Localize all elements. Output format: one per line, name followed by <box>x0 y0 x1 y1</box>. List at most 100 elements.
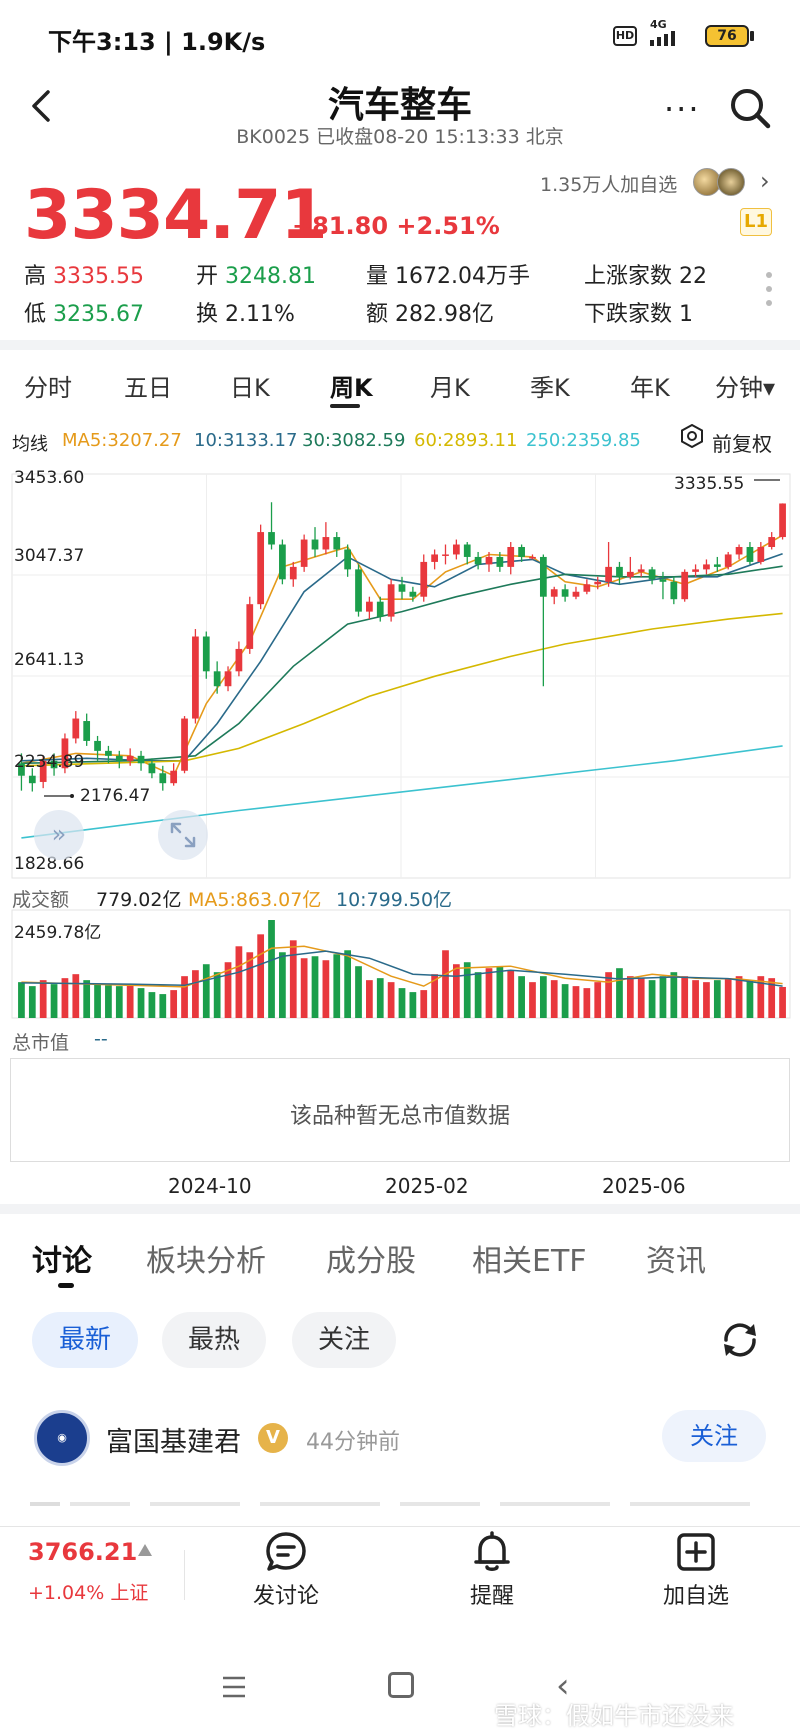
candle-body <box>311 539 319 550</box>
price-change: +81.80 +2.51% <box>292 212 500 240</box>
candle-body <box>148 763 156 774</box>
expand-left-icon[interactable]: » <box>34 810 84 860</box>
candle-body <box>170 770 178 784</box>
candle-body <box>648 569 656 580</box>
volume-bar <box>235 946 243 1018</box>
volume-bar <box>409 992 417 1018</box>
bottom-bar-border <box>0 1526 800 1527</box>
stat-volume: 量 1672.04万手 <box>366 264 530 289</box>
volume-value: 779.02亿 <box>96 889 182 911</box>
stat-amount: 额 282.98亿 <box>366 302 494 327</box>
volume-bar <box>50 984 58 1018</box>
add-watchlist-label: 加自选 <box>662 1584 729 1609</box>
index-change[interactable]: +1.04% 上证 <box>28 1582 149 1604</box>
nav-back-icon[interactable]: ‹ <box>556 1666 570 1706</box>
volume-bar <box>126 985 134 1018</box>
candle-body <box>442 554 449 556</box>
volume-bar <box>539 976 547 1018</box>
tab-discussion[interactable]: 讨论 <box>32 1244 92 1279</box>
chevron-right-icon[interactable]: › <box>760 167 770 195</box>
volume-bar <box>452 964 460 1018</box>
candle-body <box>333 537 341 550</box>
restore-adjust-button[interactable]: 前复权 <box>712 432 772 456</box>
back-arrow-icon[interactable] <box>22 86 62 126</box>
market-cap-panel <box>10 1058 790 1162</box>
candle-body <box>28 775 36 784</box>
status-time: 下午3:13 | 1.9K/s <box>48 28 266 56</box>
network-type: 4G <box>650 18 667 31</box>
home-square-icon[interactable] <box>388 1672 414 1698</box>
author-avatar[interactable]: ◉ <box>34 1410 90 1466</box>
alert-button[interactable]: 提醒 <box>422 1530 562 1610</box>
add-watchlist-button[interactable]: 加自选 <box>626 1530 766 1610</box>
fullscreen-icon[interactable] <box>158 810 208 860</box>
search-icon[interactable] <box>728 86 772 130</box>
triangle-up-icon[interactable] <box>138 1544 152 1556</box>
volume-bar <box>550 980 558 1018</box>
candle-body <box>420 561 428 597</box>
post-time: 44分钟前 <box>306 1430 400 1455</box>
period-tab[interactable]: 季K <box>530 374 570 402</box>
candle-body <box>72 718 80 739</box>
volume-bar <box>213 972 221 1018</box>
volume-bar <box>333 954 341 1018</box>
volume-bar <box>105 985 112 1018</box>
candle-body <box>746 546 754 562</box>
followers-count[interactable]: 1.35万人加自选 <box>540 174 678 196</box>
volume-bar <box>713 980 721 1018</box>
menu-icon[interactable] <box>222 1676 246 1698</box>
y-tick-label: 3047.37 <box>14 546 85 566</box>
volume-bar <box>518 976 525 1018</box>
tab-news[interactable]: 资讯 <box>646 1244 706 1279</box>
candle-body <box>681 571 689 600</box>
page-subtitle: BK0025 已收盘08-20 15:13:33 北京 <box>236 126 564 148</box>
chip-hottest[interactable]: 最热 <box>162 1312 266 1368</box>
author-name[interactable]: 富国基建君 <box>106 1427 241 1458</box>
candle-body <box>550 589 558 597</box>
period-tab[interactable]: 周K <box>330 374 373 402</box>
more-dots-icon[interactable]: ··· <box>664 90 701 128</box>
follow-button[interactable]: 关注 <box>662 1410 766 1462</box>
max-price-marker: 3335.55 <box>674 474 745 494</box>
volume-bar <box>659 976 667 1018</box>
post-discussion-button[interactable]: 发讨论 <box>216 1530 356 1610</box>
volume-bar <box>18 982 25 1018</box>
volume-ma5: MA5:863.07亿 <box>188 889 322 911</box>
candle-body <box>626 571 634 577</box>
kline-chart[interactable] <box>0 462 800 1192</box>
hexagon-settings-icon[interactable] <box>680 424 704 448</box>
period-tab[interactable]: 日K <box>230 374 270 402</box>
tab-sector-analysis[interactable]: 板块分析 <box>146 1244 266 1279</box>
tab-constituents[interactable]: 成分股 <box>326 1244 416 1279</box>
refresh-icon[interactable] <box>718 1318 762 1362</box>
candle-body <box>703 564 710 570</box>
volume-bar <box>507 970 515 1018</box>
volume-bar <box>594 982 602 1018</box>
period-tab[interactable]: 分时 <box>24 374 72 402</box>
candle-body <box>409 591 417 597</box>
volume-bar <box>572 986 580 1018</box>
volume-bar <box>616 968 623 1018</box>
period-tab[interactable]: 年K <box>630 374 670 402</box>
period-tab[interactable]: 分钟▾ <box>715 374 776 402</box>
chip-latest[interactable]: 最新 <box>32 1312 138 1368</box>
volume-bar <box>703 982 710 1018</box>
candle-body <box>279 544 286 580</box>
index-price[interactable]: 3766.21 <box>28 1538 138 1566</box>
level-badge: L1 <box>740 208 772 236</box>
period-tab[interactable]: 月K <box>430 374 470 402</box>
candle-body <box>137 755 145 764</box>
period-tab[interactable]: 五日 <box>124 374 172 402</box>
ma5-value: MA5:3207.27 <box>62 430 182 451</box>
tab-related-etf[interactable]: 相关ETF <box>472 1244 587 1279</box>
volume-bar <box>366 980 373 1018</box>
volume-bar <box>181 976 188 1018</box>
volume-bar <box>376 978 384 1018</box>
volume-bar <box>768 978 776 1018</box>
y-tick-label: 3453.60 <box>14 468 85 488</box>
volume-bar <box>420 990 428 1018</box>
more-vertical-icon[interactable] <box>766 272 772 314</box>
volume-bar <box>137 988 145 1018</box>
y-tick-label: 2234.89 <box>14 752 85 772</box>
chip-following[interactable]: 关注 <box>292 1312 396 1368</box>
